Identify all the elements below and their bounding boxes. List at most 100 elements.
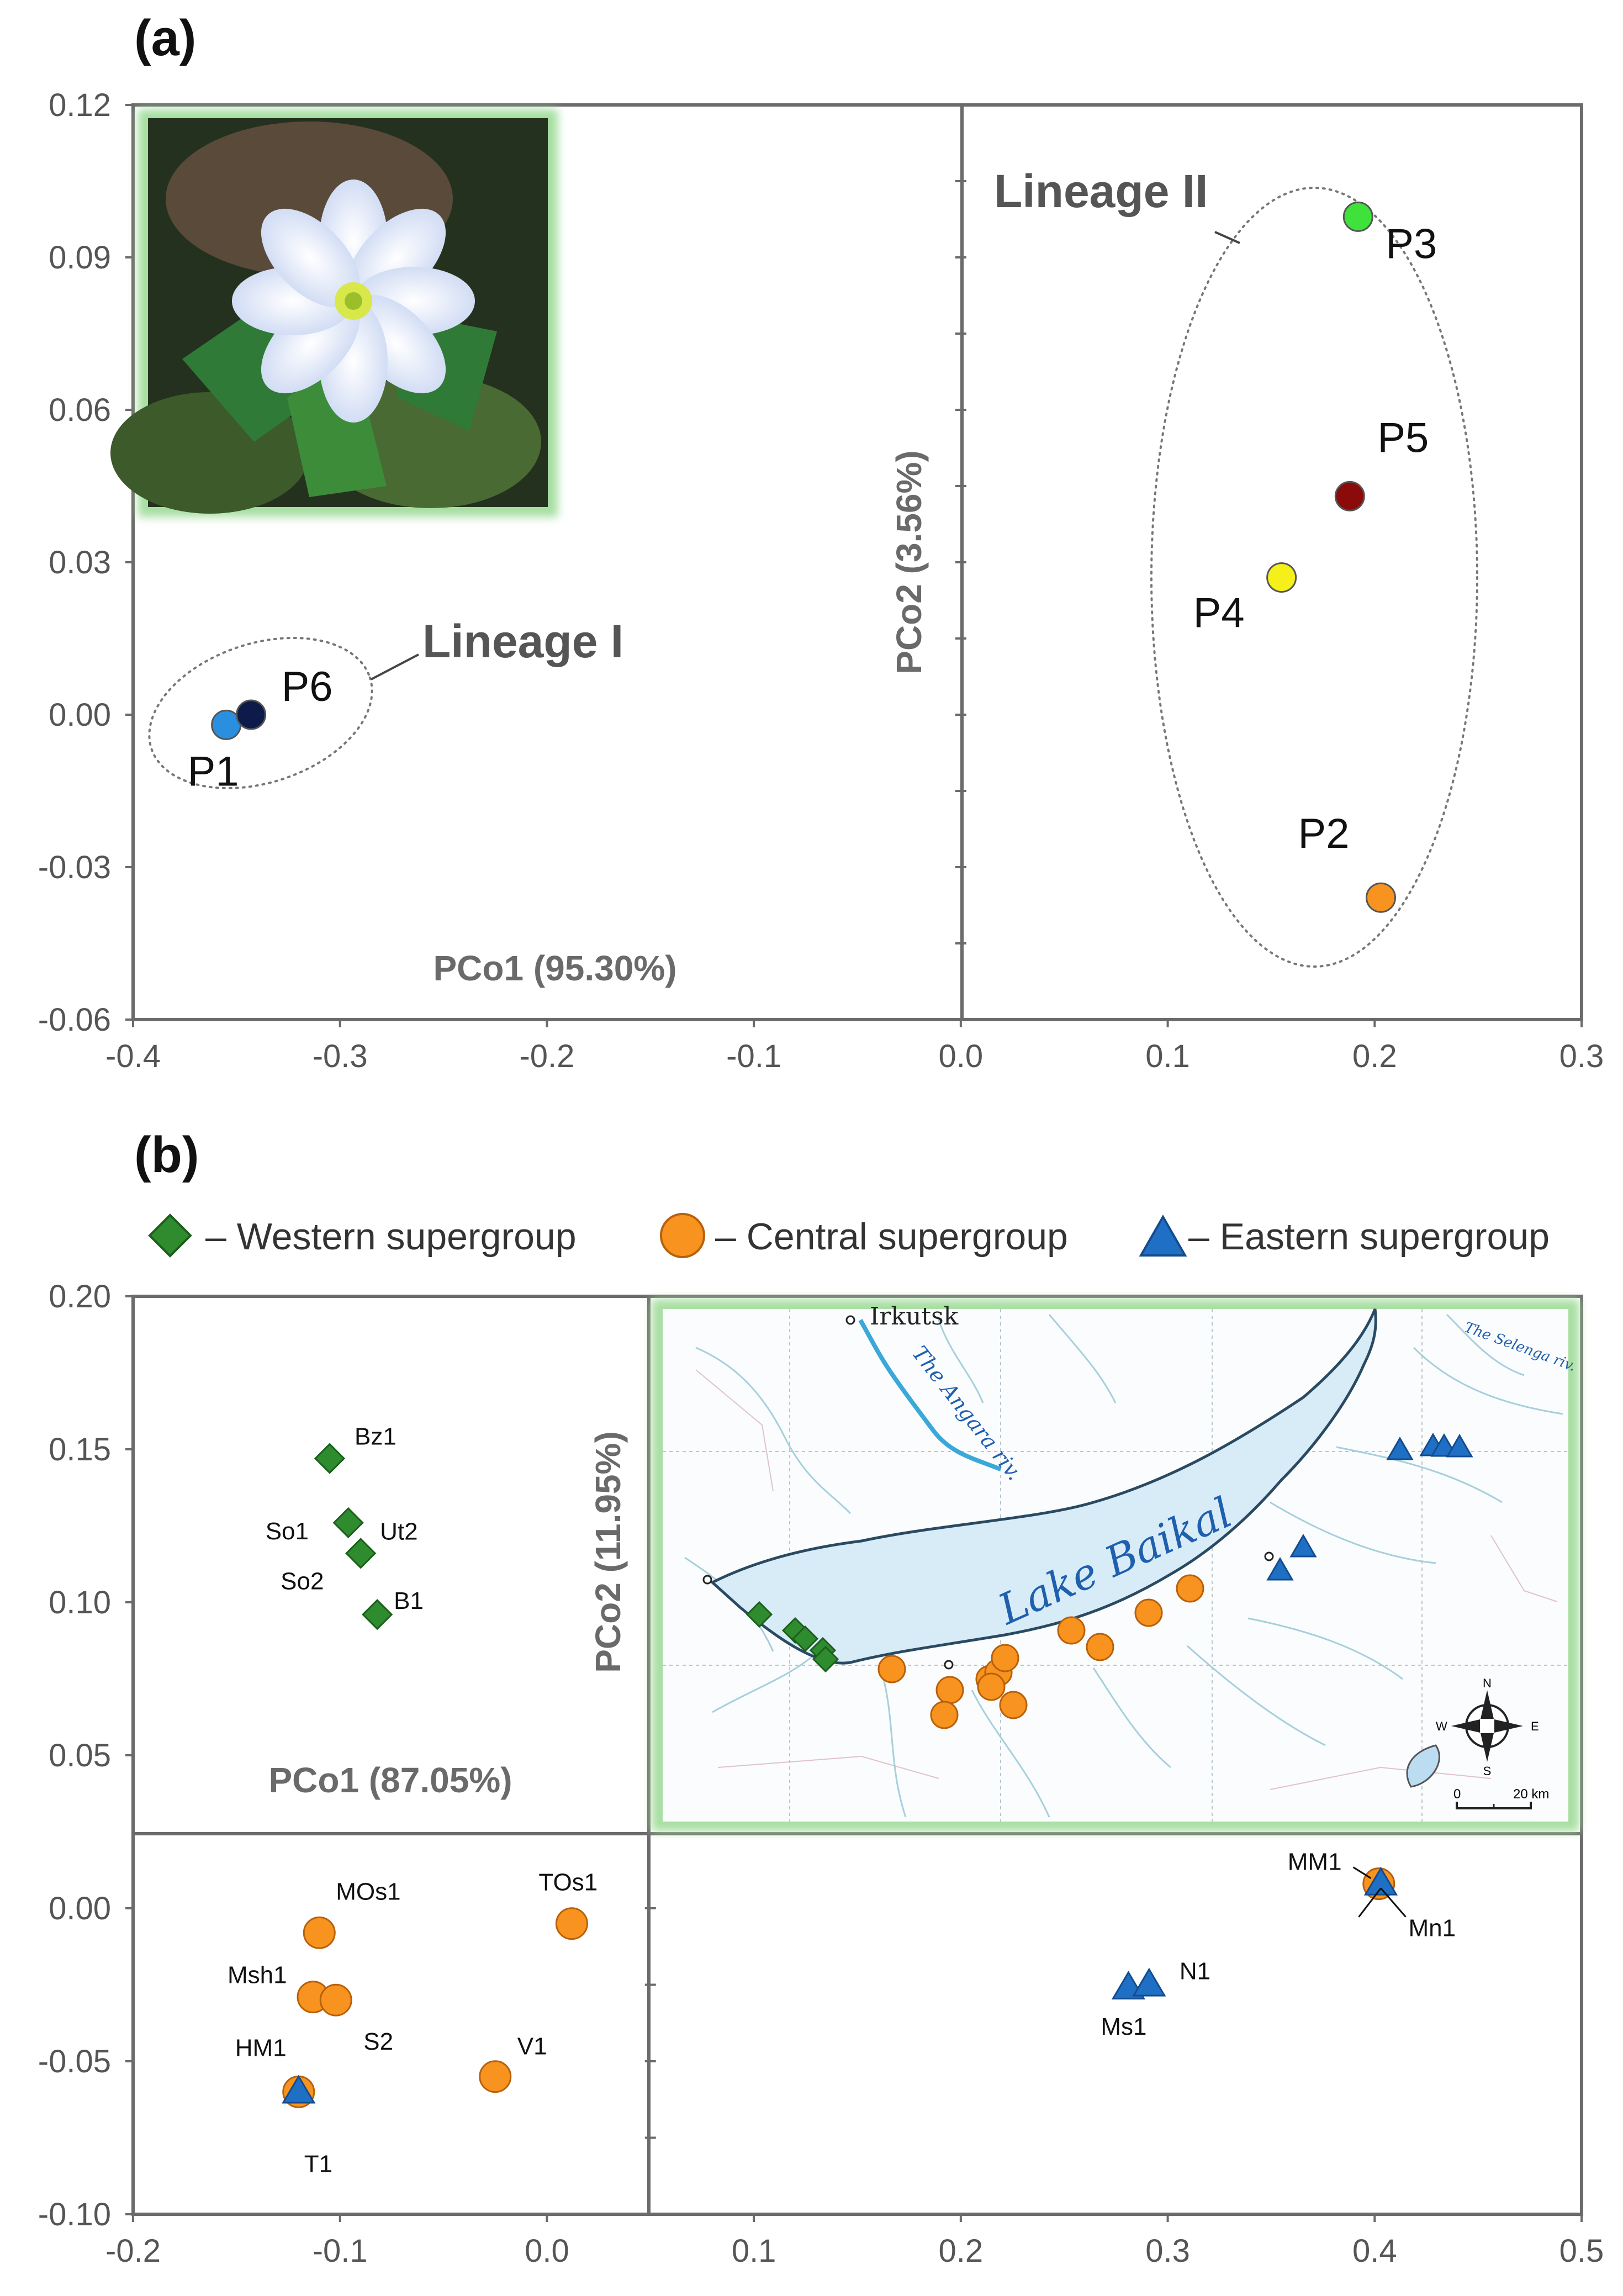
compass-w: W [1436, 1719, 1447, 1733]
panel-b-label: (b) [134, 1127, 199, 1183]
x-tick-label: 0.1 [1145, 1038, 1190, 1074]
point-label-ms1: Ms1 [1101, 2013, 1146, 2040]
y-tick-label: 0.15 [49, 1432, 111, 1468]
panel-b-x-axis-title: PCo1 (87.05%) [268, 1760, 512, 1800]
lineage-1-leader [371, 653, 419, 680]
y-tick-label: 0.00 [49, 697, 111, 733]
point-label-p3: P3 [1386, 220, 1437, 267]
y-tick-label: 0.05 [49, 1738, 111, 1774]
legend-central-label: – Central supergroup [715, 1216, 1068, 1258]
small-lake [1406, 1744, 1440, 1788]
point-label-mos1: MOs1 [336, 1878, 400, 1905]
x-tick-label: -0.1 [726, 1038, 781, 1074]
x-tick-label: -0.3 [313, 1038, 368, 1074]
lineage-2-outline [1150, 187, 1478, 968]
y-tick-label: 0.00 [49, 1891, 111, 1926]
compass-rose-icon: N S E W [1436, 1676, 1539, 1778]
x-tick-label: 0.3 [1559, 1038, 1604, 1074]
point-s2 [319, 1983, 352, 2017]
lineage-2-label: Lineage II [994, 165, 1208, 217]
panel-a-x-ticks: -0.4 -0.3 -0.2 -0.1 0.0 0.1 0.2 0.3 [105, 1020, 1604, 1074]
map-locality-marker [1264, 1551, 1274, 1561]
point-label-s2: S2 [363, 2028, 393, 2055]
x-tick-label: 0.0 [525, 2233, 569, 2269]
point-label-hm1: HM1 [235, 2034, 287, 2061]
legend-western-marker [148, 1213, 192, 1258]
point-bz1 [314, 1443, 346, 1474]
y-tick-label: -0.05 [38, 2044, 111, 2079]
map-sites-central [877, 1574, 1204, 1729]
legend-eastern-marker [1139, 1214, 1187, 1257]
panel-b-y-axis-title: PCo2 (11.95%) [588, 1431, 628, 1673]
y-tick-label: -0.10 [38, 2197, 111, 2232]
point-label-p2: P2 [1298, 810, 1350, 857]
x-tick-label: -0.2 [519, 1038, 574, 1074]
panel-a-x-axis-title: PCo1 (95.30%) [433, 948, 676, 988]
y-tick-label: 0.03 [49, 545, 111, 580]
baikal-map-inset: Lake Baikal Irkutsk The Angara riv. The … [652, 1299, 1579, 1831]
panel-b-y-ticks: 0.20 0.15 0.10 0.05 0.00 -0.05 -0.10 [38, 1279, 133, 2232]
compass-e: E [1531, 1719, 1539, 1733]
point-p6 [236, 699, 267, 730]
point-label-p1: P1 [188, 748, 239, 795]
point-tos1 [555, 1907, 588, 1940]
map-scale-bar: 0 20 km [1453, 1787, 1549, 1809]
lake-baikal-shape [710, 1308, 1377, 1665]
x-tick-label: 0.2 [939, 2233, 984, 2269]
panel-b-point-labels: Bz1 So1 Ut2 So2 B1 MOs1 TOs1 Msh1 S2 V1 HM1 MM1 Ms1 N… [228, 1423, 1456, 2178]
scale-label: 20 km [1513, 1787, 1549, 1802]
map-city-label: Irkutsk [870, 1302, 959, 1331]
panel-b-x-ticks: -0.2 -0.1 0.0 0.1 0.2 0.3 0.4 0.5 [105, 2214, 1604, 2269]
point-label-p5: P5 [1377, 414, 1429, 461]
legend: – Western supergroup – Central supergrou… [148, 1213, 1550, 1258]
angara-river [858, 1319, 1002, 1471]
legend-central-marker [660, 1213, 705, 1258]
compass-n: N [1483, 1676, 1492, 1690]
y-tick-label: 0.10 [49, 1585, 111, 1621]
point-label-mn1: Mn1 [1409, 1915, 1456, 1942]
map-sites-eastern [1266, 1433, 1473, 1581]
point-b1 [362, 1599, 393, 1630]
point-label-ut2: Ut2 [380, 1518, 417, 1545]
scale-zero: 0 [1453, 1787, 1461, 1802]
point-label-mm1: MM1 [1288, 1849, 1342, 1876]
point-label-tos1: TOs1 [538, 1869, 598, 1896]
map-locality-marker [944, 1660, 954, 1670]
x-tick-label: 0.4 [1352, 2233, 1397, 2269]
point-label-t1: T1 [304, 2150, 332, 2177]
map-sites-western [746, 1601, 839, 1673]
x-tick-label: -0.1 [313, 2233, 368, 2269]
x-tick-label: 0.2 [1352, 1038, 1397, 1074]
point-label-n1: N1 [1180, 1958, 1210, 1985]
y-tick-label: 0.06 [49, 392, 111, 428]
point-label-p4: P4 [1193, 590, 1245, 637]
panel-b-points [282, 1443, 1398, 2108]
point-v1 [479, 2060, 512, 2093]
point-t1 [282, 2075, 316, 2104]
legend-eastern-label: – Eastern supergroup [1188, 1216, 1550, 1258]
point-label-v1: V1 [517, 2033, 547, 2060]
label-leader [1358, 1887, 1382, 1918]
y-tick-label: 0.09 [49, 240, 111, 276]
x-tick-label: 0.5 [1559, 2233, 1604, 2269]
panel-a-y-ticks: 0.12 0.09 0.06 0.03 0.00 -0.03 -0.06 [38, 87, 133, 1038]
flower-photo-inset [110, 109, 558, 517]
panel-a-label: (a) [134, 10, 196, 66]
lineage-1-outline [148, 637, 373, 789]
map-locality-marker [702, 1575, 712, 1585]
y-tick-label: -0.06 [38, 1002, 111, 1038]
point-label-p6: P6 [282, 663, 333, 710]
x-tick-label: 0.0 [939, 1038, 984, 1074]
point-mn1 [1363, 1866, 1398, 1896]
point-p5 [1334, 481, 1365, 511]
panel-a-points: P1 P6 P3 P5 P4 P2 [188, 201, 1437, 913]
label-leader [1380, 1887, 1407, 1918]
lineage-2-leader [1214, 231, 1240, 244]
label-leader [1352, 1866, 1372, 1879]
lineage-1-label: Lineage I [422, 615, 623, 667]
y-tick-label: -0.03 [38, 849, 111, 885]
y-tick-label: 0.20 [49, 1279, 111, 1315]
x-tick-label: -0.2 [105, 2233, 161, 2269]
point-ut2 [345, 1538, 377, 1569]
panel-a-inner-axis-ticks [955, 180, 966, 944]
